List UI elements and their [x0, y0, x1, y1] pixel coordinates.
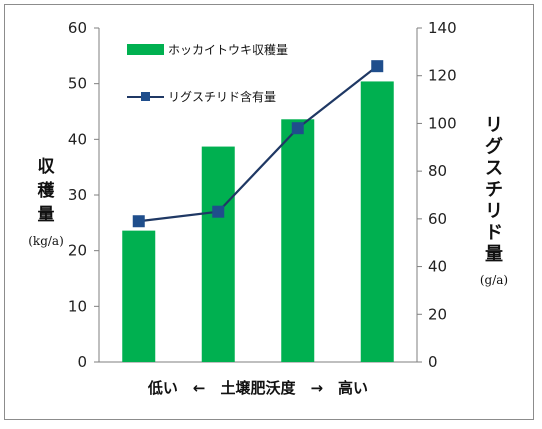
right-tick-label: 60 — [428, 210, 447, 228]
bar — [281, 119, 315, 362]
legend-bar-swatch — [127, 44, 164, 55]
right-tick-label: 40 — [428, 258, 447, 276]
left-tick-label: 40 — [68, 130, 87, 148]
left-tick-label: 20 — [68, 242, 87, 260]
left-axis-title-char: 量 — [38, 204, 55, 225]
right-axis-title-char: 量 — [485, 243, 503, 265]
right-tick-label: 80 — [428, 162, 447, 180]
right-axis-title-char: リ — [485, 115, 503, 136]
right-tick-label: 140 — [428, 19, 457, 37]
right-axis-title-char: グ — [485, 136, 503, 158]
left-axis-title: 収穫量 — [38, 157, 56, 225]
left-tick-label: 60 — [68, 19, 87, 37]
right-axis-title-char: リ — [485, 201, 503, 222]
legend-line-label: リグスチリド含有量 — [168, 89, 276, 104]
right-tick-label: 120 — [428, 67, 457, 85]
left-axis-title-char: 収 — [38, 157, 56, 177]
right-tick-label: 0 — [428, 353, 438, 371]
left-tick-label: 50 — [68, 75, 87, 93]
bar — [360, 81, 394, 362]
line-point — [291, 122, 304, 135]
left-tick-label: 10 — [68, 297, 87, 315]
left-tick-label: 0 — [77, 353, 87, 371]
x-axis-label: 低い ← 土壌肥沃度 → 高い — [147, 379, 368, 397]
line-point — [371, 60, 384, 73]
left-axis-ticks: 0 10 20 30 40 50 60 — [68, 19, 99, 371]
right-axis-title-char: ド — [485, 223, 503, 244]
bar — [122, 230, 156, 362]
right-axis-title-char: チ — [485, 180, 503, 201]
right-tick-label: 20 — [428, 305, 447, 323]
line-point — [132, 215, 145, 228]
left-tick-label: 30 — [68, 186, 87, 204]
line-series — [132, 60, 384, 228]
legend-bar-label: ホッカイトウキ収穫量 — [168, 43, 288, 57]
bar — [201, 146, 235, 362]
bar-series — [122, 81, 394, 362]
left-axis-unit: (kg/a) — [28, 234, 64, 248]
left-axis-title-char: 穫 — [38, 181, 56, 201]
right-tick-label: 100 — [428, 114, 457, 132]
right-axis-ticks: 0 20 40 60 80 100 120 140 — [417, 19, 457, 371]
line-point — [212, 205, 225, 218]
series-line — [138, 65, 378, 223]
chart-frame — [4, 4, 534, 420]
right-axis-unit: (g/a) — [480, 273, 508, 287]
legend-line-marker — [141, 92, 150, 101]
right-axis-title-char: ス — [485, 158, 503, 179]
